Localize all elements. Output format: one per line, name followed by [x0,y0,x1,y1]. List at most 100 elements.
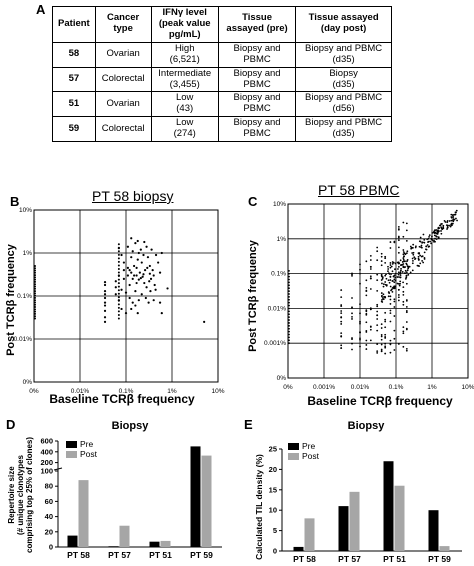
data-point [134,304,137,307]
y-tick-label: 10% [273,201,286,208]
data-point [380,348,383,351]
data-point [288,327,290,330]
data-point [288,269,290,272]
table-row: 57 Colorectal Intermediate (3,455) Biopsy an… [52,66,392,93]
y-tick-label: 0.01% [14,336,33,343]
data-point [405,252,408,255]
data-point [404,277,407,280]
data-point [405,306,408,308]
table-body: 58 Ovarian High (6,521) Biopsy and PBMC Biopsy… [52,41,392,143]
data-point [117,253,120,256]
data-point [406,269,409,272]
data-point [431,235,433,238]
table-cell: Biopsy and PBMC (d35) [295,41,392,68]
data-point [412,259,414,262]
data-point [431,232,434,234]
data-point [359,268,361,271]
y-tick-label: 0.1% [17,293,32,300]
data-point [381,297,384,299]
data-point [402,300,405,303]
data-point [403,255,405,258]
data-point [117,310,120,313]
legend-swatch [66,441,77,448]
data-point [382,283,385,286]
data-point [405,271,408,274]
data-point [450,216,453,219]
legend-label: Post [302,451,320,461]
data-point [393,274,396,277]
scatter-b-grid [33,209,219,383]
data-point [365,260,368,263]
data-point [389,298,392,301]
data-point [384,318,387,321]
data-point [34,278,36,281]
data-point [405,347,408,350]
data-point [103,296,107,300]
data-point [359,282,361,285]
data-point [365,279,368,282]
x-tick-label: 1% [167,388,177,395]
data-point [288,293,290,295]
data-point [402,330,405,333]
data-point [389,266,392,269]
data-point [382,298,385,301]
data-point [382,285,385,288]
data-point [398,284,401,287]
data-point [117,282,120,285]
data-point [120,288,123,291]
legend-label: Pre [80,439,94,449]
data-point [407,273,410,276]
data-point [131,250,134,253]
data-point [380,327,383,329]
data-point [158,271,162,274]
scatter-c: 0% 0.001% 0.01% 0.1% 1% 10% 10% 1% 0.1% 0.01% 0.00… [247,201,474,408]
data-point [420,246,423,249]
data-point [430,242,433,245]
data-point [405,262,408,265]
table-cell: Biopsy and PBMC (d35) [295,116,392,143]
data-point [158,301,162,304]
data-point [412,253,415,256]
data-point [425,248,428,251]
data-point [399,282,401,285]
data-point [402,293,405,296]
data-point [387,265,389,268]
data-point [126,266,130,270]
data-point [288,322,290,324]
table-cell: Intermediate (3,455) [150,66,219,93]
data-point [397,265,400,268]
data-point [402,345,405,348]
table-row: 59 Colorectal Low (274) Biopsy and PBMC Biopsy… [52,116,392,143]
data-point [114,280,117,283]
data-point [380,333,383,336]
data-point [381,298,383,301]
table-cell: Low (43) [150,91,219,118]
data-point [131,301,134,304]
data-point [380,279,383,281]
data-point [384,333,387,336]
data-point [387,291,390,293]
data-point [376,329,379,332]
data-point [455,209,458,212]
data-point [351,318,353,320]
data-point [400,264,402,266]
data-point [406,258,409,261]
data-point [103,283,107,287]
table-header-cell: Cancer type [94,6,152,43]
data-point [351,312,353,315]
data-point [146,256,150,259]
data-point [402,249,405,251]
data-point [34,287,36,290]
y-tick-label: 200 [40,458,53,467]
data-point [381,277,384,280]
scatter-c-xlabel: Baseline TCRβ frequency [307,394,453,408]
data-point [397,251,400,254]
table-cell: Biopsy and PBMC [217,66,297,93]
data-point [390,289,392,292]
data-point [130,256,133,259]
data-point [34,312,36,315]
data-point [351,297,353,299]
data-point [34,308,36,311]
data-point [380,260,383,262]
